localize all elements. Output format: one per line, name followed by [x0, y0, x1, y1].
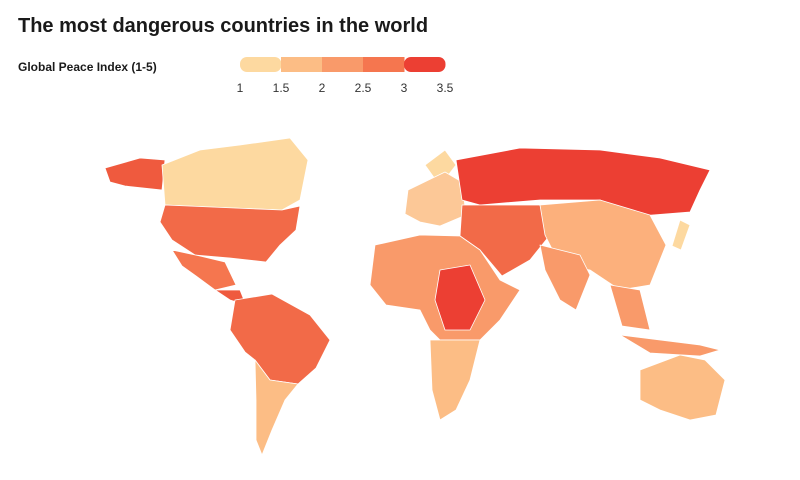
australia [639, 354, 726, 421]
usa [159, 204, 301, 263]
legend-swatch [322, 57, 364, 72]
title: The most dangerous countries in the worl… [18, 15, 428, 37]
canada [161, 137, 309, 211]
legend-label: Global Peace Index (1-5) [18, 60, 157, 74]
africa-central [434, 264, 486, 331]
legend-swatch [363, 57, 405, 72]
legend-tick-label: 1 [237, 81, 244, 95]
legend-tick-label: 2 [319, 81, 326, 95]
mexico [171, 249, 237, 291]
alaska [104, 157, 166, 191]
legend-tick-label: 1.5 [273, 81, 290, 95]
indonesia [619, 334, 721, 357]
south-america-north [229, 293, 331, 385]
south-america-south [254, 359, 299, 456]
southeast-asia [609, 284, 651, 331]
legend-swatch [281, 57, 323, 72]
legend-swatch [404, 57, 446, 72]
legend-tick-label: 3 [401, 81, 408, 95]
legend-swatch [240, 57, 282, 72]
europe [404, 171, 467, 227]
india [539, 244, 591, 311]
legend-tick-label: 2.5 [355, 81, 372, 95]
japan [671, 219, 691, 251]
world-map [104, 137, 726, 456]
africa-south [429, 339, 481, 421]
legend-tick-label: 3.5 [437, 81, 454, 95]
legend: 1 1.5 2 2.5 3 3.5 [237, 57, 454, 95]
